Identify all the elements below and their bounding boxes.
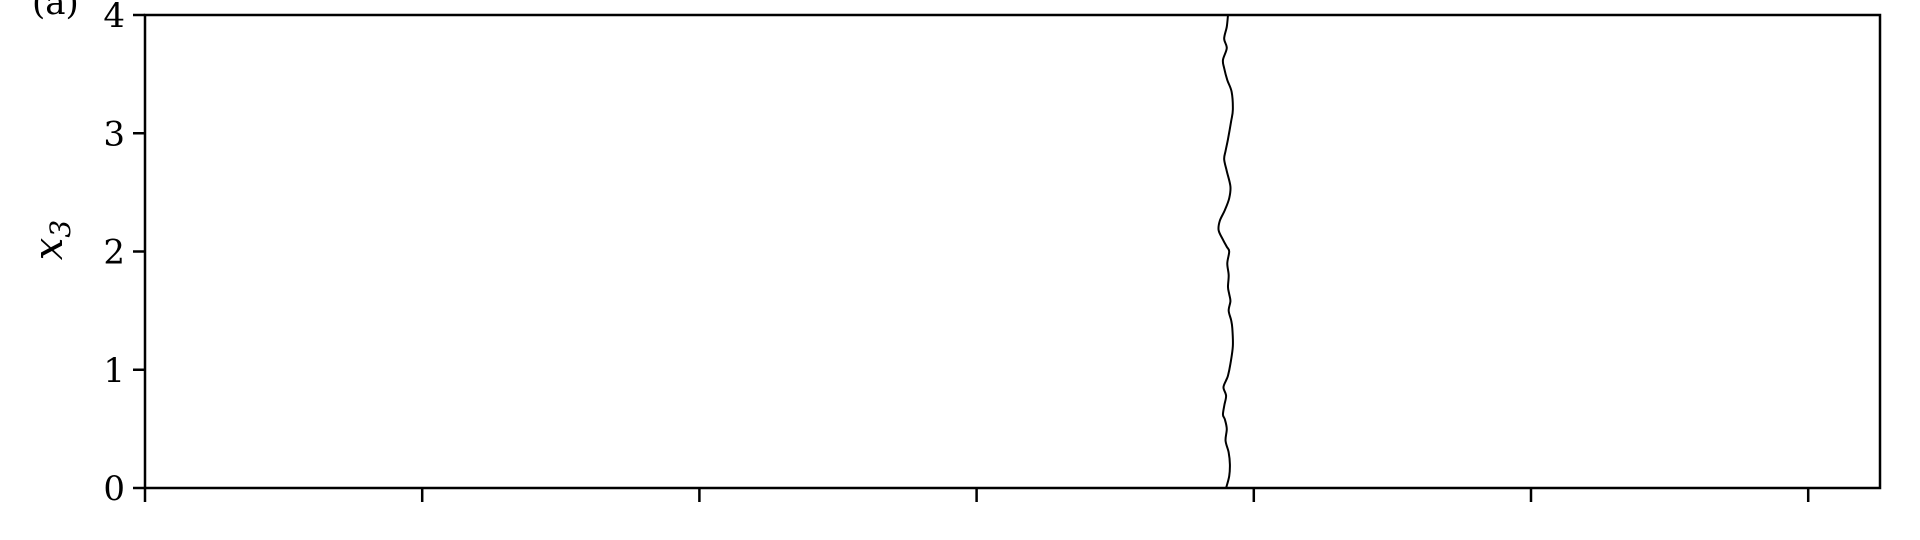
svg-text:x3: x3: [26, 220, 77, 260]
panel-label: (a): [32, 0, 79, 23]
y-tick-label: 4: [103, 0, 125, 36]
y-axis-label-main: x: [26, 238, 72, 261]
plot-frame: [143, 13, 1882, 490]
series-group: [1217, 14, 1234, 489]
x-ticks: [143, 488, 1810, 502]
y-tick-label: 1: [103, 351, 125, 391]
y-ticks: 0 1 2 3 4: [103, 0, 145, 509]
y-axis-label: x3: [26, 220, 77, 260]
y-tick-label: 2: [103, 233, 125, 273]
y-tick-label: 3: [103, 114, 125, 154]
y-axis-label-sub: 3: [44, 220, 77, 238]
series-line: [1217, 14, 1234, 489]
y-tick-label: 0: [103, 469, 125, 509]
